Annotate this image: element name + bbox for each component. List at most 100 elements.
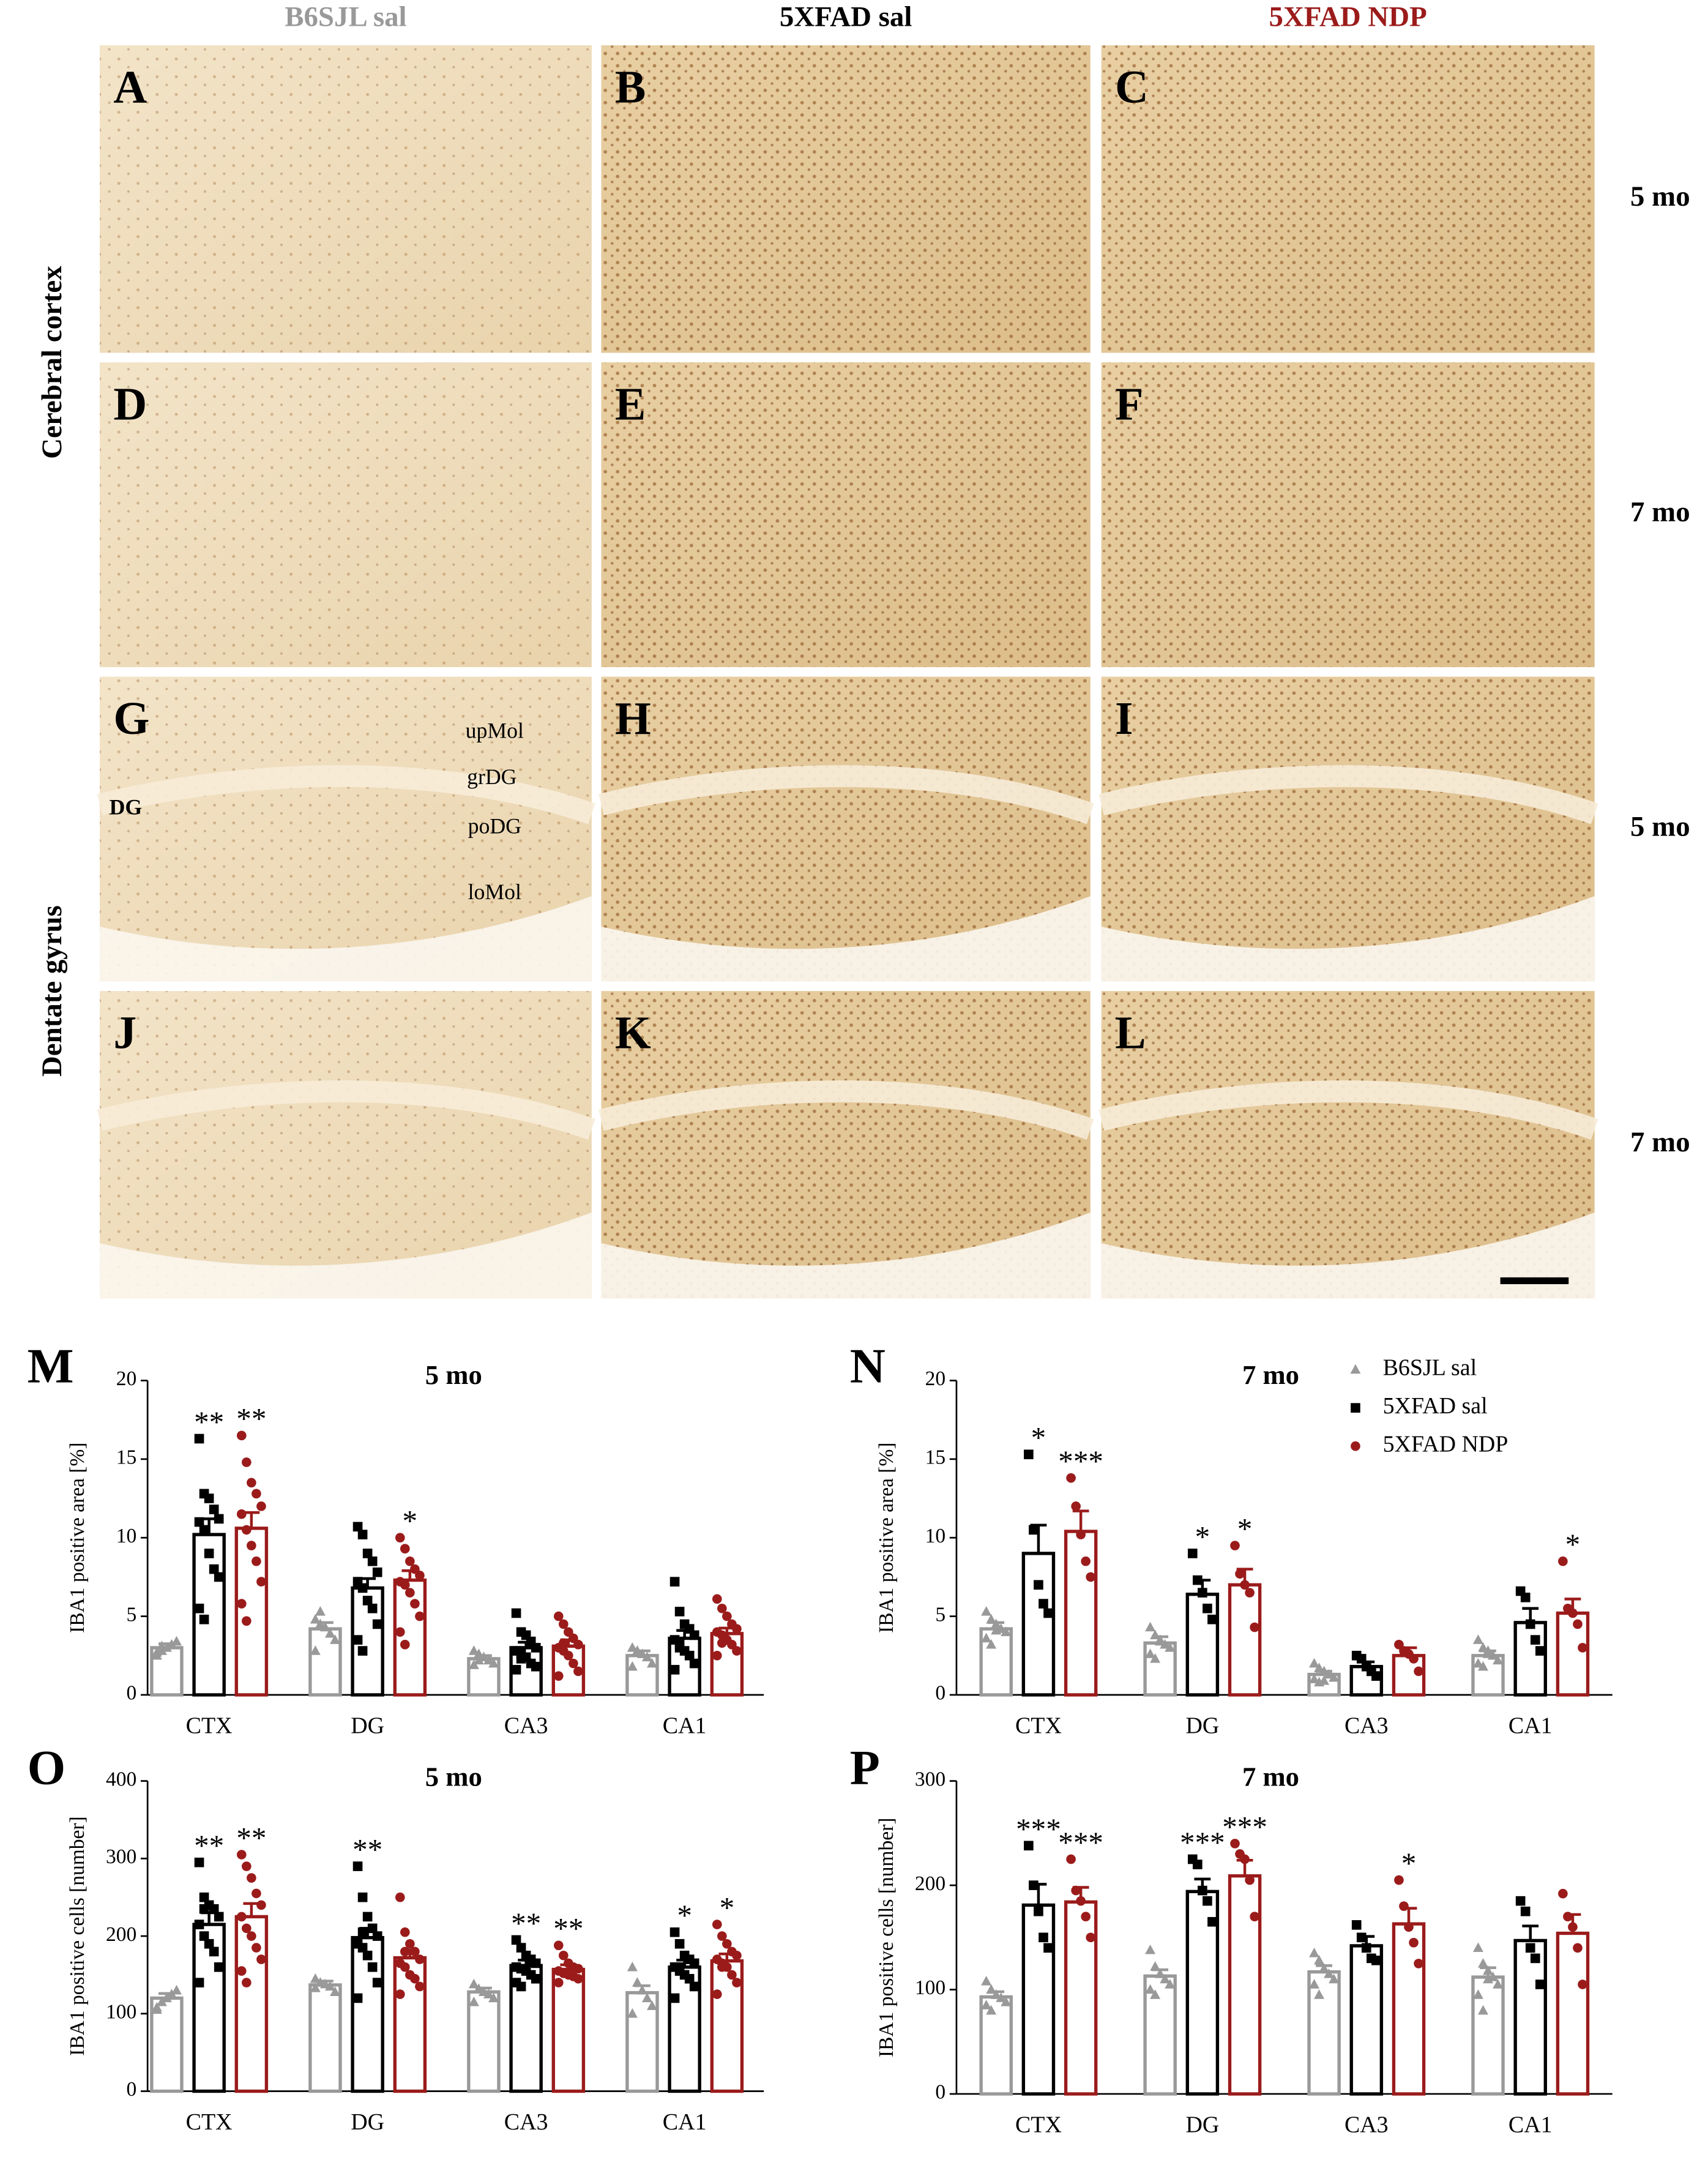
data-point — [981, 1975, 992, 1986]
data-point — [641, 1992, 652, 2003]
data-point — [991, 1989, 1002, 1999]
data-point — [236, 1430, 247, 1441]
data-point — [1081, 1556, 1091, 1566]
panel-letter: H — [615, 693, 651, 744]
data-point — [256, 1501, 266, 1511]
panel-letter: A — [113, 61, 147, 113]
data-point — [156, 1996, 167, 2006]
data-point — [981, 2000, 992, 2009]
data-point — [531, 1643, 541, 1653]
significance: * — [1031, 1421, 1046, 1454]
data-point — [1329, 1672, 1340, 1682]
bar — [1143, 1974, 1177, 2096]
data-point — [194, 1920, 204, 1929]
data-point — [717, 1962, 727, 1972]
data-point — [1071, 1501, 1081, 1511]
data-point — [362, 1549, 373, 1558]
data-point — [1329, 1973, 1340, 1984]
data-point — [1245, 1588, 1255, 1598]
y-tick-label: 0 — [127, 2078, 137, 2101]
data-point — [1155, 1968, 1166, 1978]
data-point — [1207, 1916, 1217, 1927]
data-point — [1081, 1912, 1091, 1922]
data-point — [573, 1666, 583, 1677]
data-point — [410, 1946, 420, 1957]
data-point — [310, 1645, 321, 1655]
data-point — [996, 1992, 1007, 2002]
data-point — [372, 1567, 382, 1577]
data-point — [310, 1983, 321, 1992]
data-point — [256, 1954, 266, 1964]
data-point — [372, 1931, 382, 1941]
panel-letter: E — [615, 378, 646, 430]
data-point — [1361, 1943, 1371, 1953]
data-point — [400, 1544, 410, 1554]
data-point — [236, 1850, 247, 1860]
bar — [1185, 1890, 1220, 2096]
data-point — [1314, 1662, 1325, 1673]
data-point — [1165, 1979, 1176, 1989]
data-point — [488, 1992, 499, 2003]
data-point — [1472, 1942, 1483, 1953]
data-point — [1477, 1661, 1488, 1671]
data-point — [161, 1992, 172, 2003]
data-point — [400, 1640, 410, 1650]
data-point — [732, 1624, 742, 1634]
bar — [393, 1956, 427, 2093]
y-tick-label: 100 — [106, 2000, 136, 2023]
data-point — [1573, 1943, 1583, 1953]
data-point — [1520, 1592, 1531, 1602]
data-point — [511, 1665, 521, 1675]
x-tick-label: CA3 — [1344, 2112, 1389, 2137]
data-point — [357, 1927, 368, 1937]
data-point — [1483, 1965, 1494, 1975]
data-point — [352, 1635, 363, 1645]
data-point — [395, 1627, 405, 1637]
data-point — [1324, 1669, 1335, 1679]
data-point — [1066, 1473, 1076, 1483]
data-point — [1530, 1953, 1540, 1964]
significance: *** — [1058, 1825, 1103, 1859]
data-point — [367, 1962, 378, 1972]
data-point — [252, 1943, 261, 1953]
data-point — [1314, 1989, 1325, 1999]
fissure — [1101, 1212, 1595, 1299]
data-point — [171, 1636, 182, 1646]
data-point — [986, 1613, 997, 1624]
data-point — [712, 1650, 722, 1661]
data-point — [636, 1648, 647, 1658]
data-point — [558, 1967, 569, 1978]
data-point — [1145, 1984, 1156, 1994]
bar — [1513, 1938, 1547, 2096]
data-point — [329, 1634, 340, 1644]
data-point — [1493, 1654, 1504, 1665]
significance: * — [1195, 1520, 1210, 1553]
data-point — [395, 1533, 405, 1543]
significance: ** — [511, 1906, 541, 1940]
bar — [1021, 1552, 1056, 1697]
data-point — [1034, 1906, 1043, 1916]
data-point — [199, 1614, 209, 1624]
data-point — [256, 1577, 266, 1587]
significance: ** — [194, 1829, 224, 1863]
data-point — [1086, 1572, 1096, 1582]
y-tick-label: 300 — [915, 1768, 945, 1790]
data-point — [1240, 1854, 1250, 1864]
data-point — [1414, 1666, 1423, 1677]
data-point — [1568, 1608, 1578, 1618]
data-point — [573, 1973, 583, 1984]
data-point — [1150, 1989, 1161, 1999]
bar — [467, 1990, 501, 2093]
data-point — [1193, 1575, 1203, 1585]
data-point — [395, 1989, 405, 1999]
data-point — [214, 1572, 224, 1582]
bar — [1185, 1592, 1220, 1697]
data-point — [310, 1613, 321, 1624]
layer-label: loMol — [468, 880, 521, 904]
data-point — [310, 1973, 321, 1983]
y-tick-label: 100 — [915, 1976, 945, 1999]
data-point — [1155, 1636, 1166, 1646]
data-point — [1029, 1525, 1039, 1535]
bar — [234, 1527, 269, 1697]
data-point — [1145, 1944, 1156, 1954]
